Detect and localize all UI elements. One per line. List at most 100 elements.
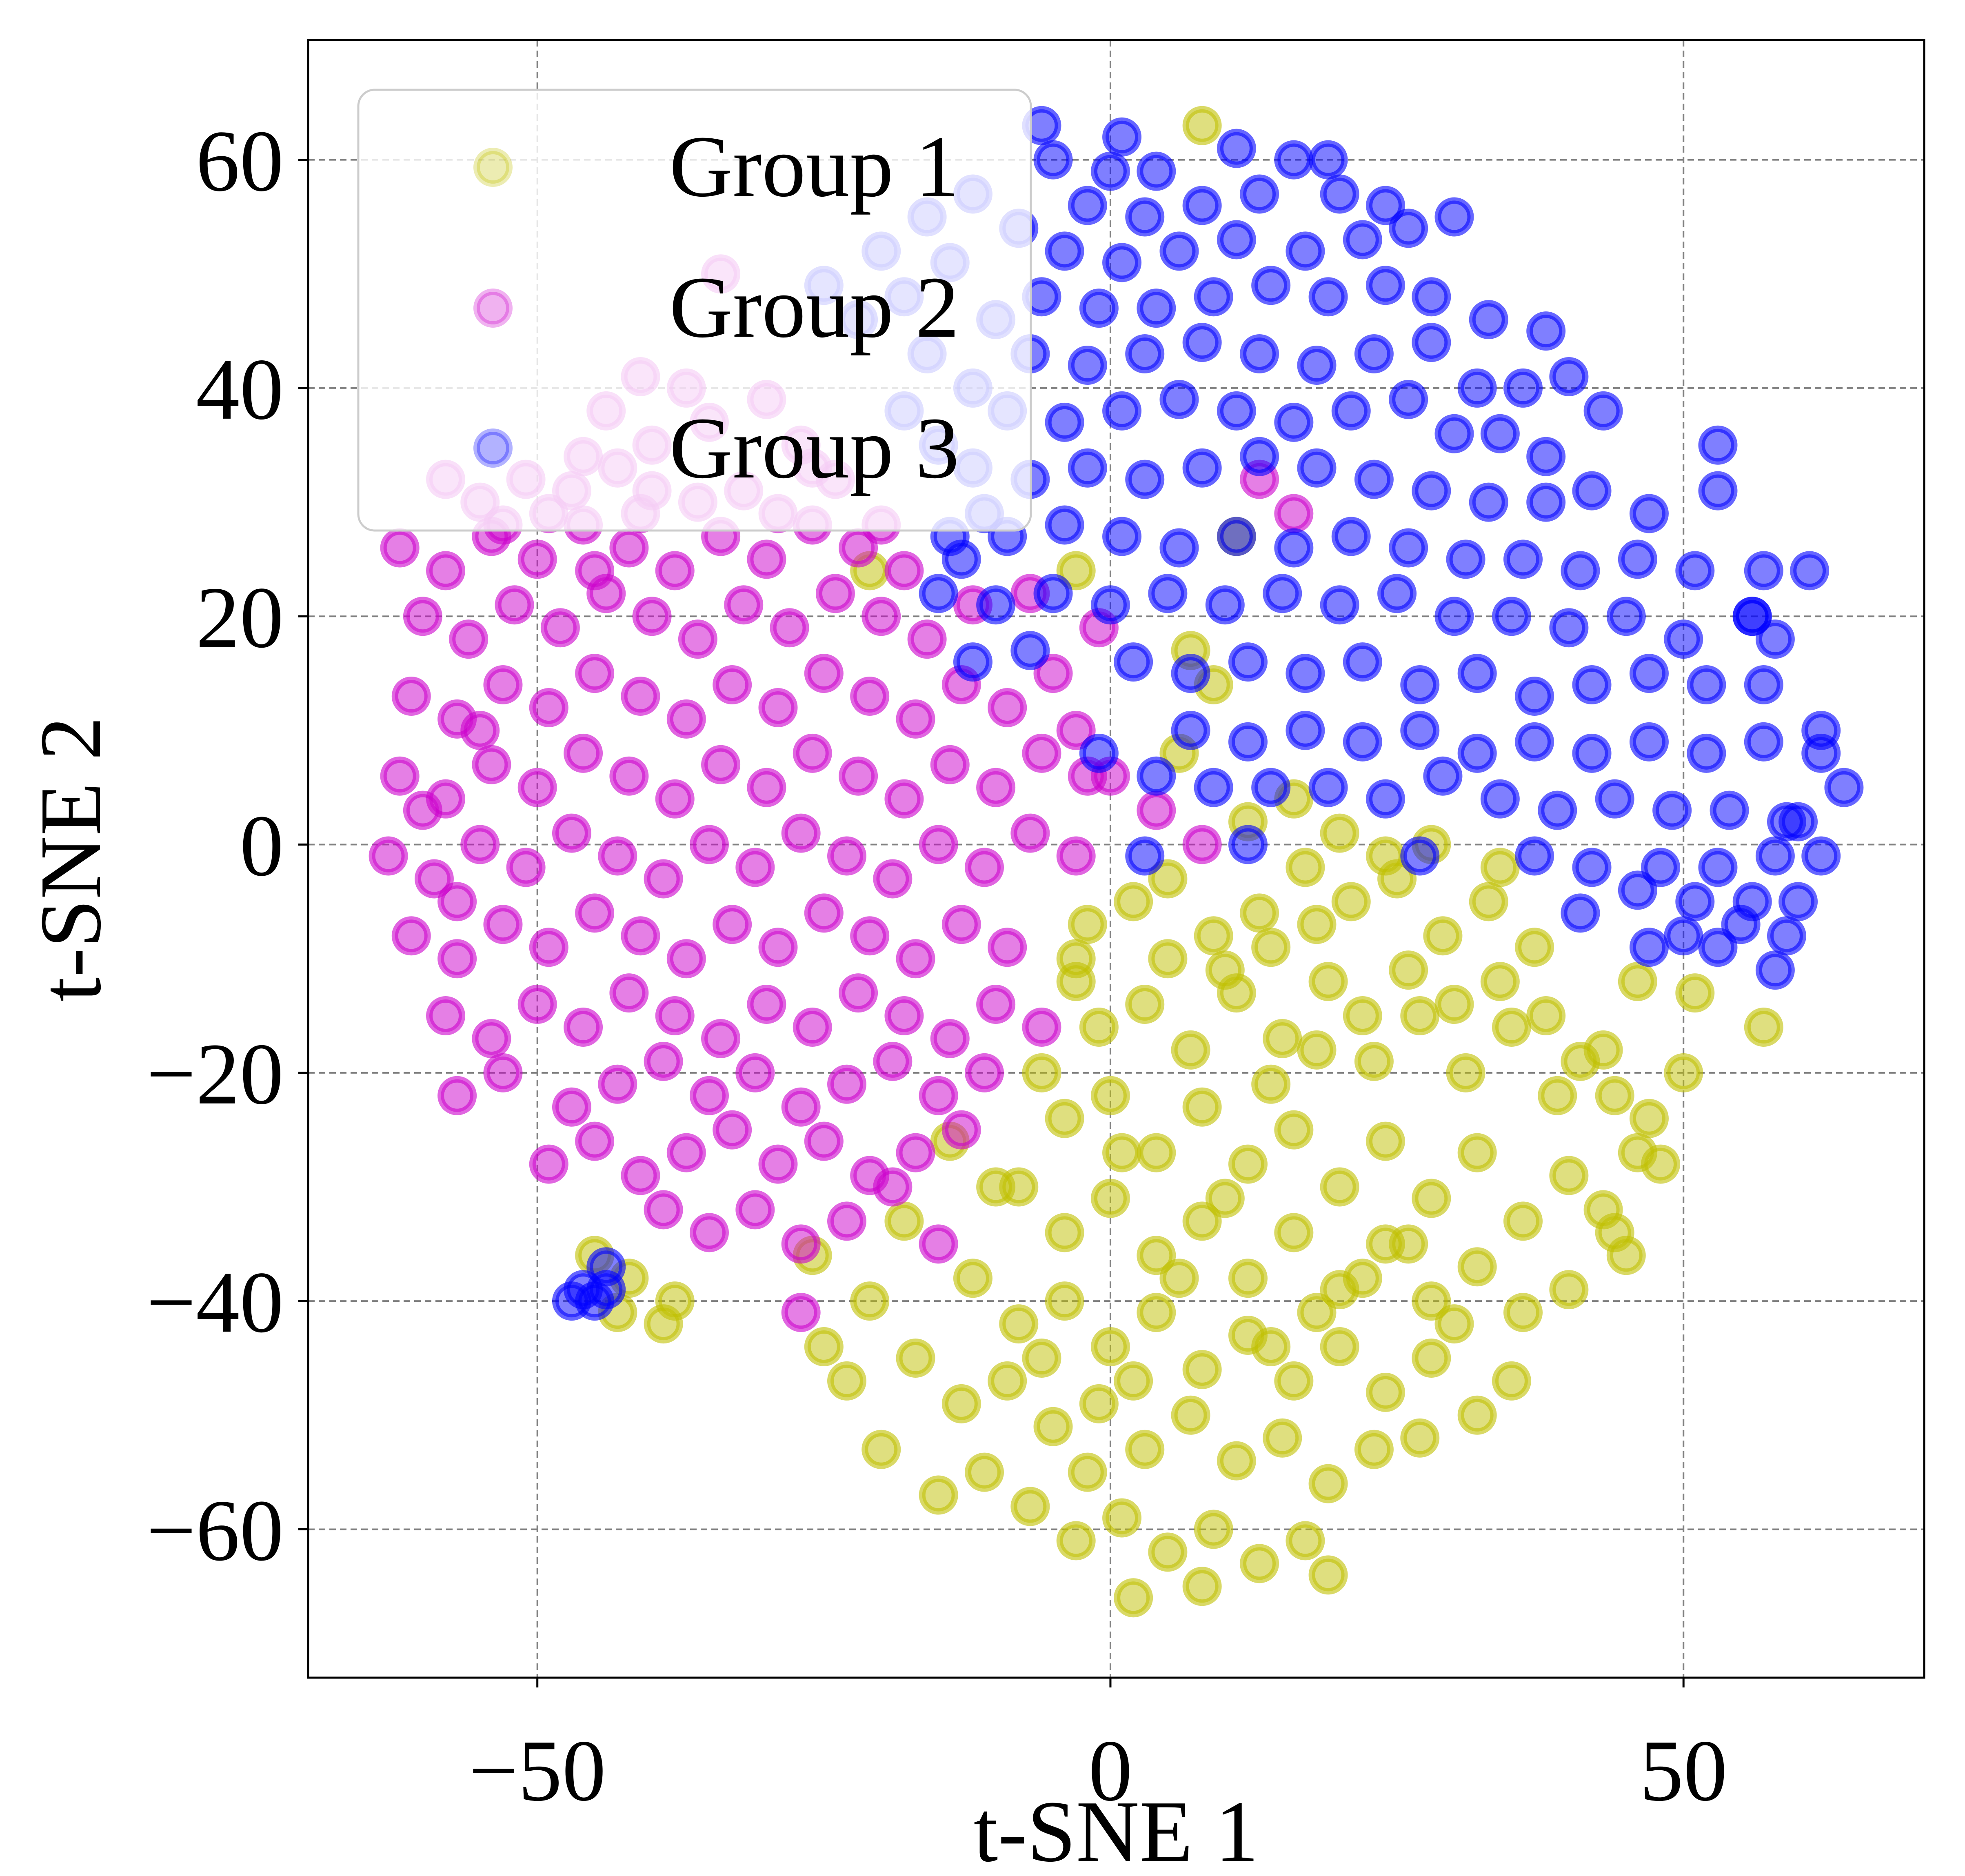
scatter-point	[873, 1041, 913, 1081]
scatter-point	[403, 790, 442, 830]
scatter-point	[850, 676, 890, 716]
scatter-point	[1354, 460, 1394, 499]
scatter-point	[804, 1327, 844, 1367]
scatter-point	[621, 676, 660, 716]
scatter-point	[1629, 1099, 1669, 1138]
scatter-point	[1366, 266, 1405, 305]
scatter-point	[1732, 597, 1772, 636]
scatter-point	[1194, 1510, 1233, 1549]
scatter-point	[1182, 323, 1222, 362]
scatter-point	[1240, 174, 1279, 214]
series-group-1	[575, 106, 1783, 1618]
scatter-point	[1675, 551, 1715, 591]
scatter-point	[1308, 140, 1348, 180]
scatter-point	[1526, 437, 1566, 476]
scatter-point	[1824, 768, 1864, 807]
scatter-point	[1721, 905, 1761, 944]
scatter-point	[1308, 1555, 1348, 1595]
scatter-point	[1022, 1053, 1061, 1092]
scatter-point	[1228, 642, 1268, 682]
scatter-point	[713, 665, 752, 705]
y-tick-label: −40	[147, 1253, 284, 1351]
scatter-point	[1182, 1087, 1222, 1127]
scatter-point	[1079, 733, 1119, 773]
scatter-point	[793, 733, 832, 773]
scatter-point	[1583, 391, 1623, 431]
scatter-point	[1492, 1361, 1531, 1401]
scatter-point	[1217, 517, 1256, 556]
scatter-point	[1343, 642, 1382, 682]
scatter-point	[1664, 1053, 1703, 1092]
scatter-point	[1228, 1144, 1268, 1184]
scatter-point	[1790, 551, 1830, 591]
scatter-point	[1572, 471, 1612, 511]
scatter-point	[884, 996, 924, 1036]
scatter-point	[781, 1087, 821, 1127]
scatter-point	[655, 1281, 695, 1321]
scatter-point	[1205, 1179, 1245, 1218]
scatter-point	[655, 551, 695, 591]
scatter-point	[1102, 243, 1142, 282]
scatter-point	[483, 665, 523, 705]
scatter-point	[1320, 1167, 1359, 1207]
scatter-point	[1618, 1133, 1657, 1172]
scatter-point	[426, 996, 466, 1036]
scatter-point	[781, 1224, 821, 1264]
scatter-point	[1389, 380, 1428, 419]
scatter-point	[1251, 1064, 1291, 1104]
scatter-point	[1240, 437, 1279, 476]
scatter-point	[1606, 597, 1646, 636]
scatter-point	[1698, 471, 1738, 511]
scatter-point	[1137, 289, 1176, 328]
y-tick-label: −20	[147, 1025, 284, 1123]
scatter-point	[1675, 973, 1715, 1013]
scatter-point	[988, 1361, 1027, 1401]
scatter-point	[460, 825, 500, 864]
scatter-point	[1389, 950, 1428, 990]
scatter-point	[1274, 1361, 1314, 1401]
scatter-point	[873, 1167, 913, 1207]
scatter-point	[1549, 608, 1589, 648]
scatter-point	[437, 939, 477, 979]
scatter-point	[1102, 391, 1142, 431]
scatter-point	[1549, 357, 1589, 396]
scatter-point	[1217, 129, 1256, 168]
scatter-point	[1022, 1007, 1061, 1047]
scatter-point	[1412, 1338, 1451, 1378]
scatter-point	[1744, 665, 1783, 705]
scatter-point	[437, 1076, 477, 1115]
scatter-point	[1515, 928, 1554, 967]
scatter-point	[506, 848, 546, 887]
scatter-point	[644, 859, 683, 899]
scatter-point	[1090, 1076, 1130, 1115]
scatter-point	[884, 1201, 924, 1241]
scatter-point	[701, 745, 741, 784]
scatter-point	[1217, 1441, 1256, 1481]
scatter-point	[437, 882, 477, 921]
scatter-point	[1297, 1030, 1337, 1070]
scatter-point	[827, 836, 866, 876]
scatter-point	[1308, 1464, 1348, 1503]
scatter-point	[1526, 996, 1566, 1036]
scatter-point	[1538, 790, 1577, 830]
scatter-point	[1572, 733, 1612, 773]
x-tick-label: −50	[469, 1722, 606, 1819]
scatter-point	[861, 1430, 901, 1469]
y-tick-label: −60	[147, 1481, 284, 1579]
scatter-point	[1549, 1156, 1589, 1195]
data-points	[369, 106, 1864, 1618]
scatter-point	[1480, 848, 1520, 887]
scatter-point	[747, 768, 786, 807]
scatter-point	[827, 1361, 866, 1401]
scatter-point	[1182, 1350, 1222, 1389]
scatter-point	[689, 825, 729, 864]
scatter-point	[666, 699, 706, 739]
scatter-point	[1572, 665, 1612, 705]
scatter-point	[380, 528, 420, 568]
scatter-point	[1308, 962, 1348, 1001]
scatter-point	[1263, 574, 1302, 613]
scatter-point	[1561, 893, 1600, 933]
scatter-point	[1629, 928, 1669, 967]
scatter-point	[1217, 220, 1256, 260]
scatter-point	[1412, 1281, 1451, 1321]
